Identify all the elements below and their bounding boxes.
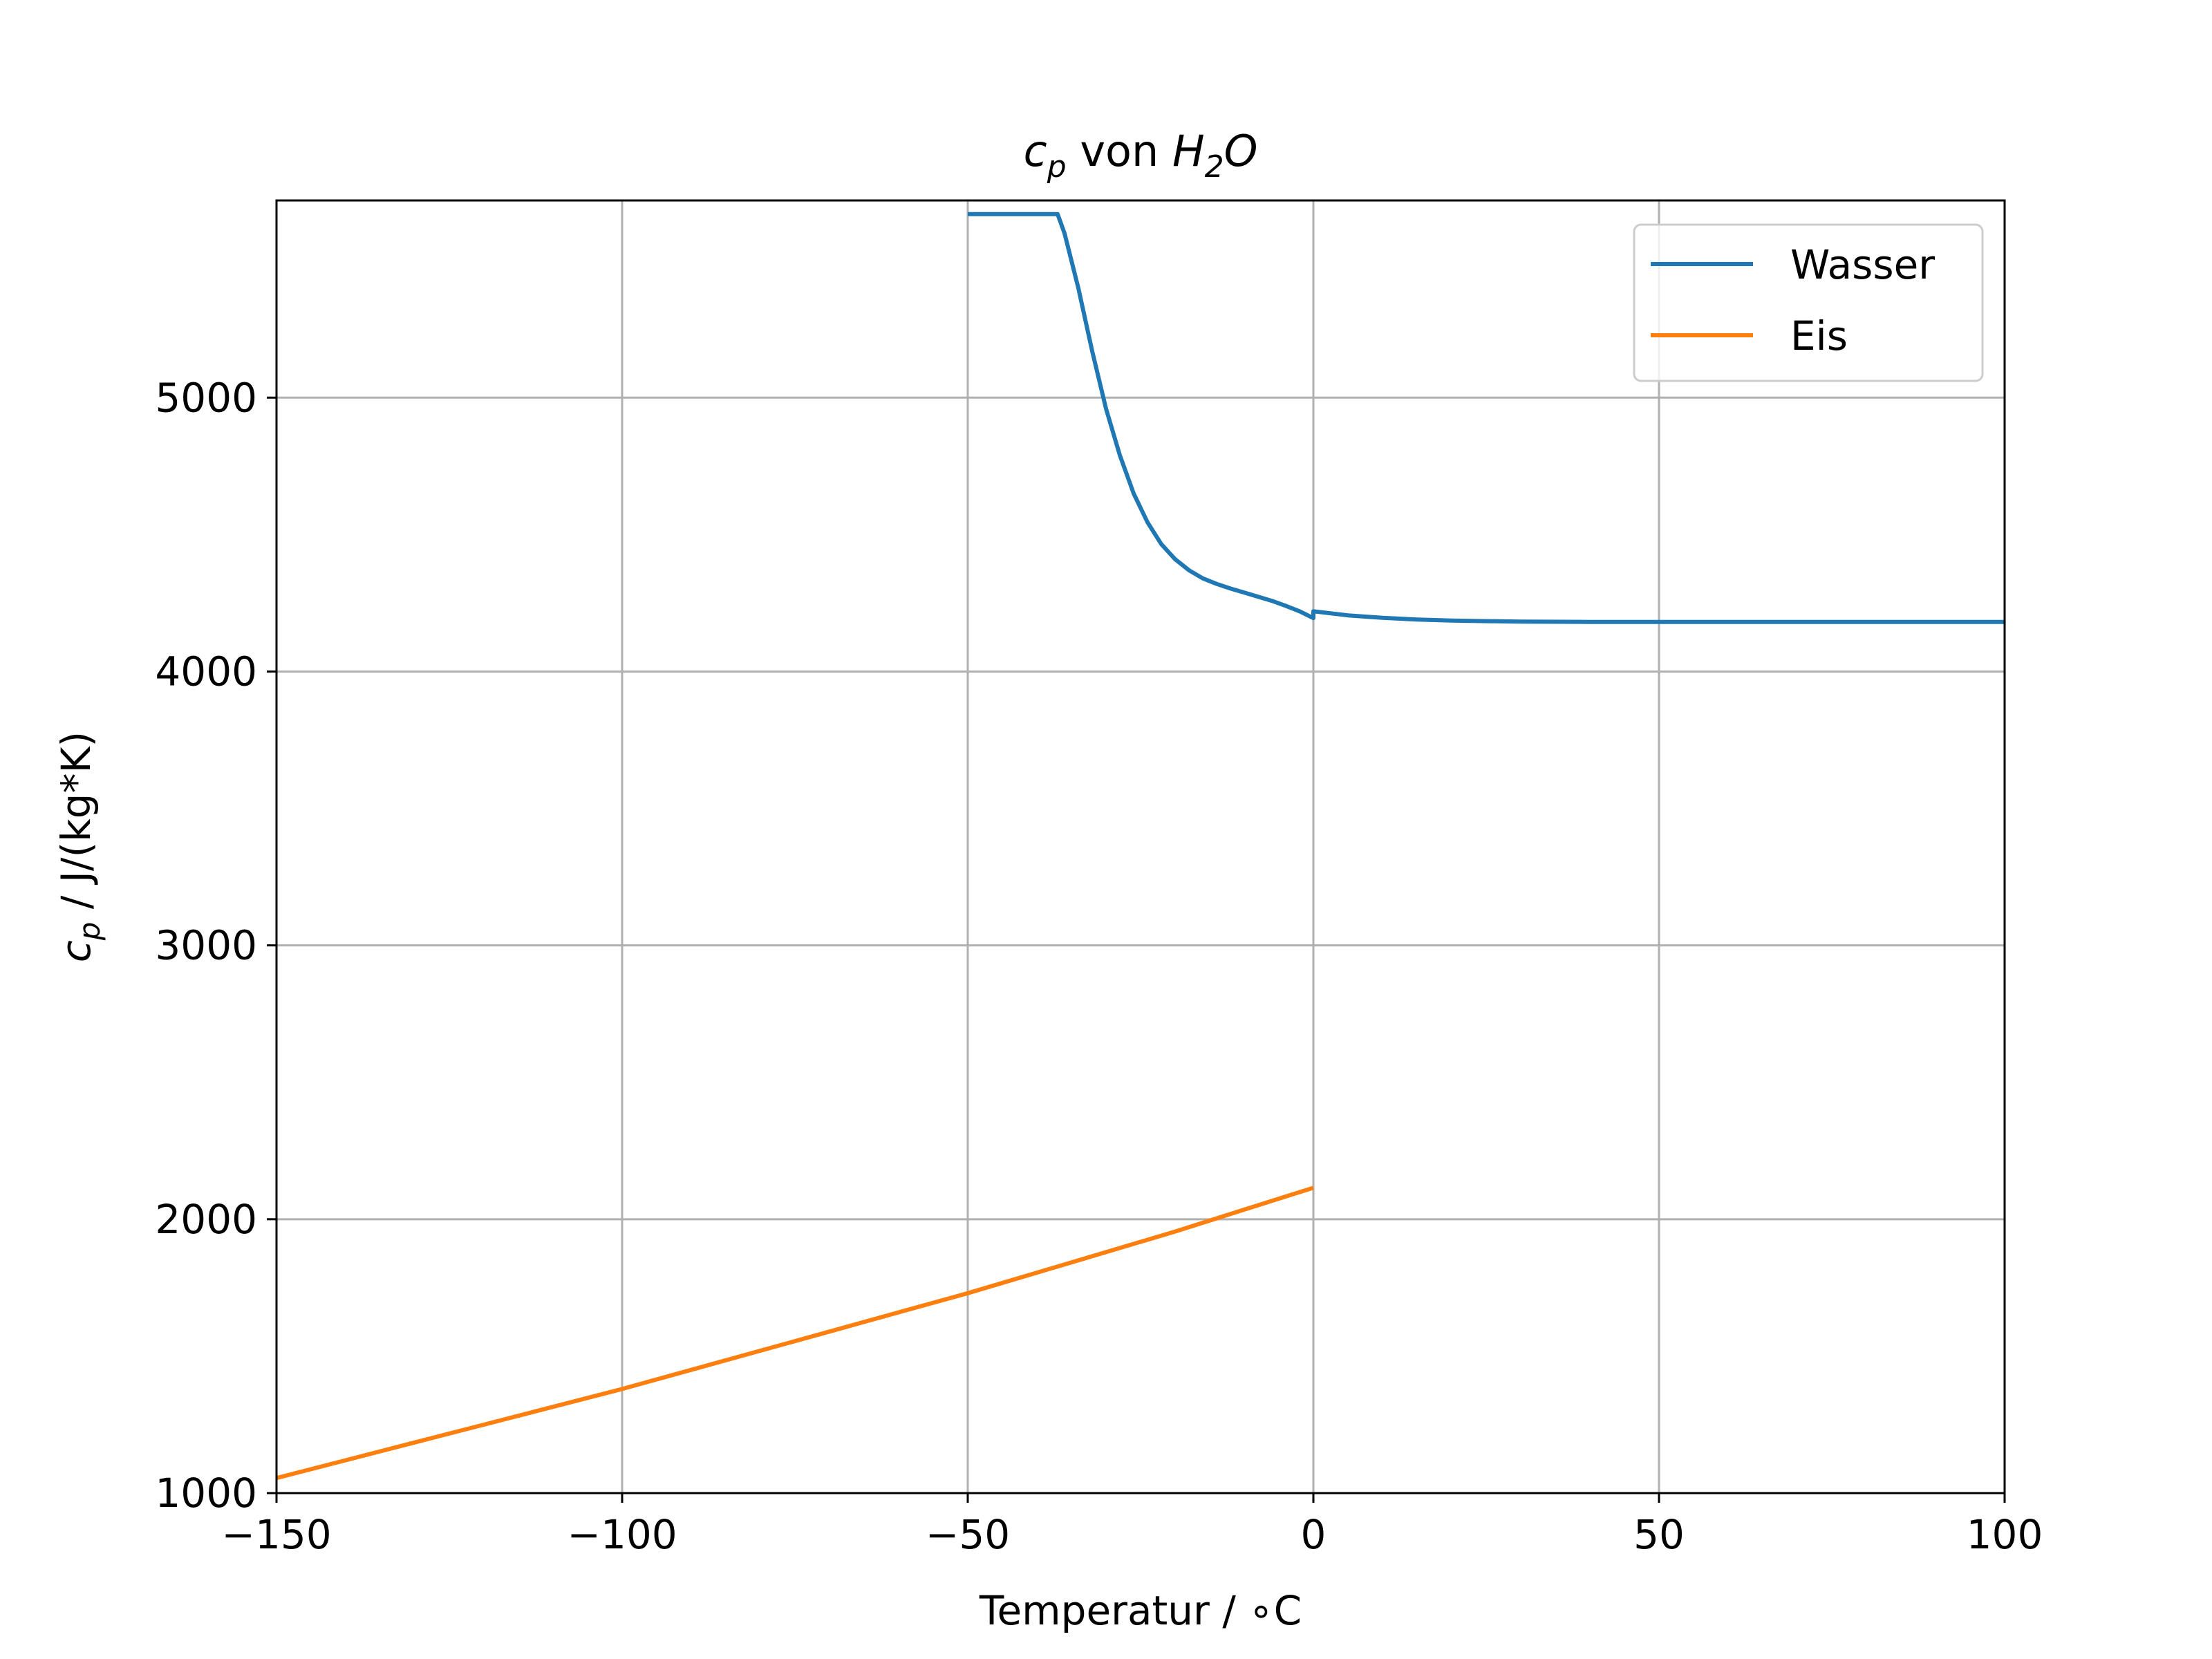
x-axis-label: Temperatur / ∘C — [979, 1587, 1302, 1634]
legend-label-wasser: Wasser — [1790, 241, 1935, 288]
legend: Wasser Eis — [1633, 223, 1984, 382]
y-tick-label: 4000 — [155, 648, 257, 695]
y-tick-label: 5000 — [155, 374, 257, 421]
y-axis-label: cp / J/(kg*K) — [53, 731, 106, 962]
legend-label-eis: Eis — [1790, 312, 1848, 359]
x-tick-label: 0 — [1301, 1511, 1327, 1558]
x-tick-label: −50 — [926, 1511, 1010, 1558]
series-layer — [276, 212, 2005, 1481]
x-tick-label: 50 — [1633, 1511, 1685, 1558]
grid-lines — [275, 200, 2006, 1494]
x-tick-label: −100 — [567, 1511, 677, 1558]
series-line-wasser — [968, 212, 2005, 624]
y-tick-label: 1000 — [155, 1470, 257, 1517]
tick-layer: −150 −100 −50 0 50 100 1000 2000 3000 4000 5000 — [155, 374, 2043, 1558]
x-tick-label: 100 — [1967, 1511, 2043, 1558]
chart-title: cp von H2O — [1024, 126, 1258, 185]
x-tick-label: −150 — [221, 1511, 331, 1558]
y-tick-label: 3000 — [155, 922, 257, 969]
series-line-eis — [276, 1185, 1314, 1481]
plot-frame — [275, 199, 2006, 1494]
y-tick-label: 2000 — [155, 1196, 257, 1243]
